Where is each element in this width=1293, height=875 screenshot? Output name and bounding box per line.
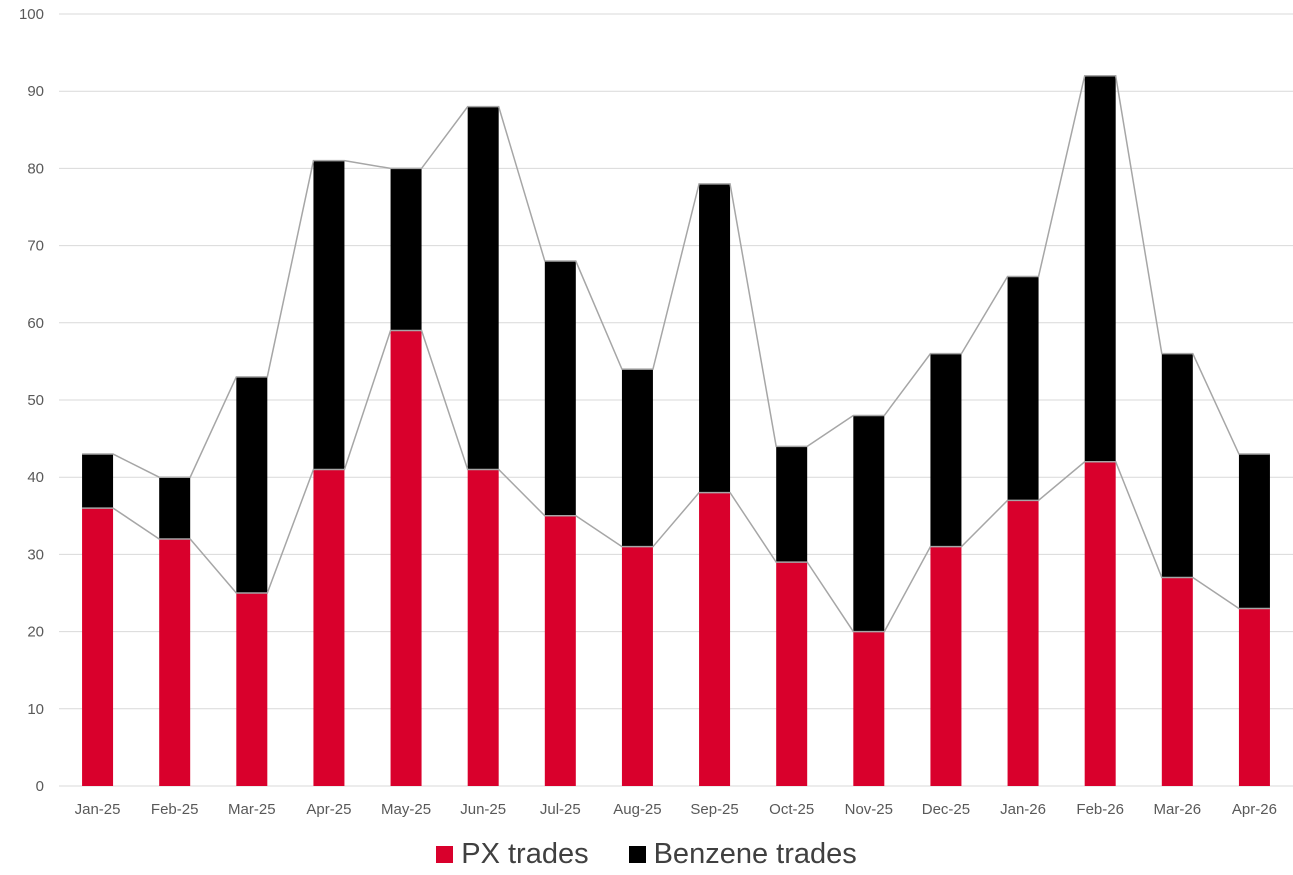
x-tick-label: May-25 <box>381 801 431 818</box>
x-tick-label: Feb-25 <box>151 801 199 818</box>
bar-benzene-trades <box>390 168 422 331</box>
y-tick-label: 30 <box>27 546 44 563</box>
y-tick-label: 40 <box>27 469 44 486</box>
y-tick-label: 80 <box>27 160 44 177</box>
x-tick-label: Oct-25 <box>769 801 814 818</box>
bar-benzene-trades <box>1161 353 1193 578</box>
x-tick-label: Aug-25 <box>613 801 661 818</box>
legend-swatch-benzene <box>628 846 646 863</box>
bar-px-trades <box>467 469 499 786</box>
x-axis-tick-labels: Jan-25 Feb-25 Mar-25 Apr-25 May-25 Jun-25 Jul-… <box>75 801 1277 818</box>
x-tick-label: Apr-26 <box>1232 801 1277 818</box>
bar-px-trades <box>544 515 576 786</box>
bar-px-trades <box>776 562 808 786</box>
x-tick-label: Nov-25 <box>845 801 893 818</box>
x-tick-label: Dec-25 <box>922 801 970 818</box>
bar-px-trades <box>1161 577 1193 786</box>
legend-item-benzene: Benzene trades <box>628 838 857 871</box>
x-tick-label: Jan-25 <box>75 801 121 818</box>
bar-px-trades <box>1007 500 1039 786</box>
bar-benzene-trades <box>1007 276 1039 501</box>
bar-px-trades <box>313 469 345 786</box>
y-tick-label: 0 <box>36 778 44 795</box>
y-tick-label: 10 <box>27 701 44 718</box>
bar-benzene-trades <box>621 369 653 547</box>
bar-benzene-trades <box>82 454 114 509</box>
legend-item-px: PX trades <box>436 838 589 871</box>
bar-px-trades <box>390 330 422 786</box>
bar-benzene-trades <box>1238 454 1270 609</box>
y-tick-label: 70 <box>27 238 44 255</box>
y-tick-label: 20 <box>27 624 44 641</box>
series-lines <box>82 75 1270 633</box>
bar-px-trades <box>621 546 653 786</box>
stacked-bar-chart: 0 10 20 30 40 50 60 70 80 90 100 Jan-25 Feb-25 Mar-2… <box>19 6 1293 818</box>
bar-benzene-trades <box>776 446 808 563</box>
bar-px-trades <box>1238 608 1270 786</box>
y-tick-label: 90 <box>27 83 44 100</box>
bar-benzene-trades <box>313 160 345 470</box>
bar-px-trades <box>236 593 268 786</box>
x-tick-label: Mar-25 <box>228 801 276 818</box>
x-tick-label: Jun-25 <box>460 801 506 818</box>
y-axis-tick-labels: 0 10 20 30 40 50 60 70 80 90 100 <box>19 6 44 795</box>
bar-benzene-trades <box>159 477 191 539</box>
bar-benzene-trades <box>544 261 576 516</box>
x-tick-label: Apr-25 <box>306 801 351 818</box>
y-tick-label: 60 <box>27 315 44 332</box>
x-tick-label: Feb-26 <box>1076 801 1124 818</box>
legend-label-benzene: Benzene trades <box>653 838 857 870</box>
x-tick-label: Jul-25 <box>540 801 581 818</box>
y-tick-label: 50 <box>27 392 44 409</box>
y-tick-label: 100 <box>19 6 44 23</box>
bar-benzene-trades <box>236 376 268 593</box>
bar-px-trades <box>699 492 731 786</box>
bar-px-trades <box>1084 461 1116 786</box>
x-tick-label: Jan-26 <box>1000 801 1046 818</box>
bar-benzene-trades <box>853 415 885 632</box>
legend-swatch-px <box>436 846 454 863</box>
legend-label-px: PX trades <box>461 838 589 870</box>
series-line-px-trades <box>82 329 1270 633</box>
bar-benzene-trades <box>930 353 962 547</box>
bar-benzene-trades <box>467 106 499 470</box>
bars <box>82 75 1270 786</box>
x-tick-label: Sep-25 <box>690 801 738 818</box>
series-line-benzene-trades <box>82 75 1270 478</box>
x-tick-label: Mar-26 <box>1154 801 1202 818</box>
bar-benzene-trades <box>1084 75 1116 462</box>
bar-px-trades <box>853 631 885 786</box>
bar-px-trades <box>82 508 114 786</box>
legend: PX trades Benzene trades <box>0 838 1293 871</box>
bar-benzene-trades <box>699 183 731 493</box>
bar-px-trades <box>930 546 962 786</box>
bar-px-trades <box>159 538 191 786</box>
